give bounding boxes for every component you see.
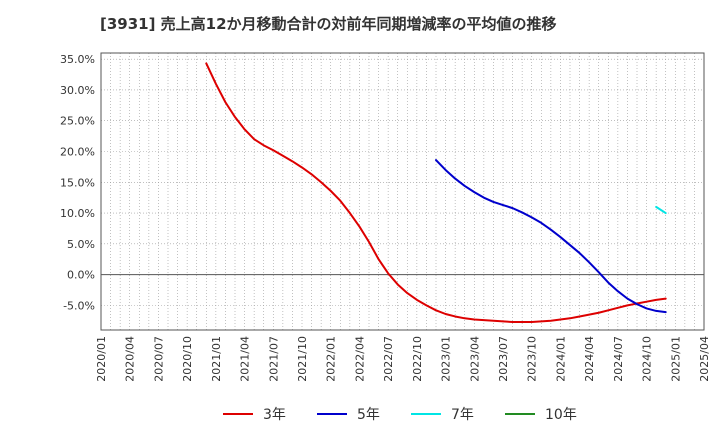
y-axis: 35.0% 30.0% 25.0% 20.0% 15.0% 10.0% 5.0% 0.0% -5… (60, 53, 95, 312)
y-tick-label: 35.0% (60, 53, 95, 66)
x-tick-label: 2023/07 (497, 336, 510, 382)
x-tick-label: 2024/01 (554, 336, 567, 382)
x-tick-label: 2020/10 (181, 336, 194, 382)
y-tick-label: 5.0% (67, 238, 95, 251)
legend-label: 10年 (545, 407, 577, 423)
x-tick-label: 2024/07 (612, 336, 625, 382)
y-tick-label: 30.0% (60, 84, 95, 97)
series-line-2 (435, 159, 667, 314)
x-tick-label: 2020/04 (124, 336, 137, 382)
series-line-3 (655, 205, 667, 215)
y-tick-label: 25.0% (60, 115, 95, 128)
x-axis: 2020/01 2020/04 2020/07 2020/10 2021/01 2021/… (95, 336, 711, 382)
x-tick-label: 2023/10 (526, 336, 539, 382)
x-tick-label: 2022/10 (411, 336, 424, 382)
y-tick-label: 15.0% (60, 176, 95, 189)
x-tick-label: 2025/04 (698, 336, 711, 382)
x-tick-label: 2023/01 (440, 336, 453, 382)
chart-title: [3931] 売上高12か月移動合計の対前年同期増減率の平均値の推移 (100, 15, 557, 33)
x-tick-label: 2021/07 (267, 336, 280, 382)
series-line-1 (205, 62, 667, 323)
x-tick-label: 2021/10 (296, 336, 309, 382)
x-tick-label: 2025/01 (669, 336, 682, 382)
y-tick-label: 10.0% (60, 207, 95, 220)
x-tick-label: 2020/07 (152, 336, 165, 382)
plot-border (100, 52, 705, 331)
series-lines (205, 62, 667, 323)
plot-background (101, 53, 704, 330)
x-tick-label: 2023/04 (468, 336, 481, 382)
y-tick-label: 20.0% (60, 145, 95, 158)
x-tick-label: 2021/04 (239, 336, 252, 382)
legend-label: 3年 (263, 407, 286, 423)
y-tick-label: -5.0% (63, 299, 95, 312)
legend-label: 7年 (451, 407, 474, 423)
x-tick-label: 2022/07 (382, 336, 395, 382)
x-tick-label: 2021/01 (210, 336, 223, 382)
legend: 3年 5年 7年 10年 (223, 407, 577, 423)
x-tick-label: 2022/04 (353, 336, 366, 382)
legend-label: 5年 (357, 407, 380, 423)
y-tick-label: 0.0% (67, 269, 95, 282)
x-tick-label: 2024/10 (641, 336, 654, 382)
x-tick-label: 2024/04 (583, 336, 596, 382)
x-tick-label: 2022/01 (325, 336, 338, 382)
x-tick-label: 2020/01 (95, 336, 108, 382)
